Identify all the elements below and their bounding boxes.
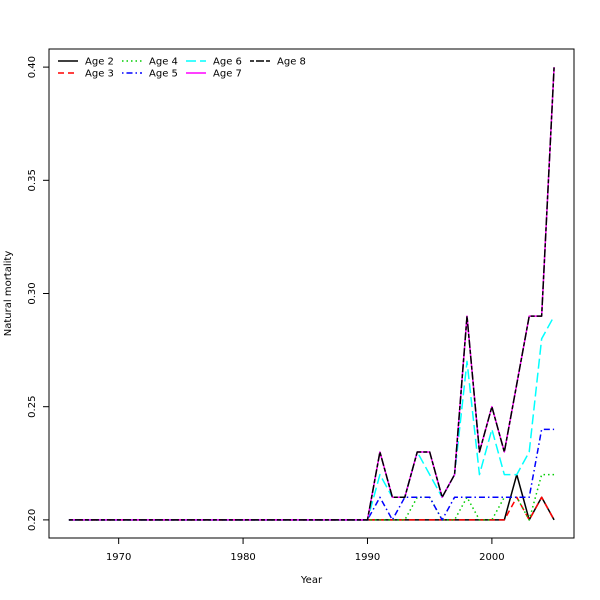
- legend-label: Age 8: [277, 57, 306, 68]
- legend-label: Age 3: [85, 69, 114, 80]
- legend-label: Age 6: [213, 57, 242, 68]
- y-axis: 0.20 0.25 0.30 0.35 0.40: [27, 56, 49, 531]
- y-tick-label: 0.35: [27, 169, 38, 191]
- series-line-age-4: [68, 473, 555, 521]
- legend-label: Age 5: [149, 69, 178, 80]
- y-tick-label: 0.30: [27, 282, 38, 304]
- legend-label: Age 2: [85, 57, 114, 68]
- y-tick-label: 0.25: [27, 396, 38, 418]
- y-axis-label: Natural mortality: [3, 251, 14, 337]
- series-layer: [68, 67, 555, 521]
- x-axis-label: Year: [300, 575, 323, 586]
- y-tick-label: 0.20: [27, 509, 38, 531]
- x-tick-label: 1990: [355, 552, 380, 563]
- y-tick-label: 0.40: [27, 56, 38, 78]
- legend-label: Age 7: [213, 69, 242, 80]
- x-tick-label: 1980: [230, 552, 255, 563]
- x-axis: 1970 1980 1990 2000: [106, 538, 505, 563]
- x-tick-label: 1970: [106, 552, 131, 563]
- x-tick-label: 2000: [479, 552, 504, 563]
- series-line-age-8: [68, 67, 555, 521]
- legend-label: Age 4: [149, 57, 178, 68]
